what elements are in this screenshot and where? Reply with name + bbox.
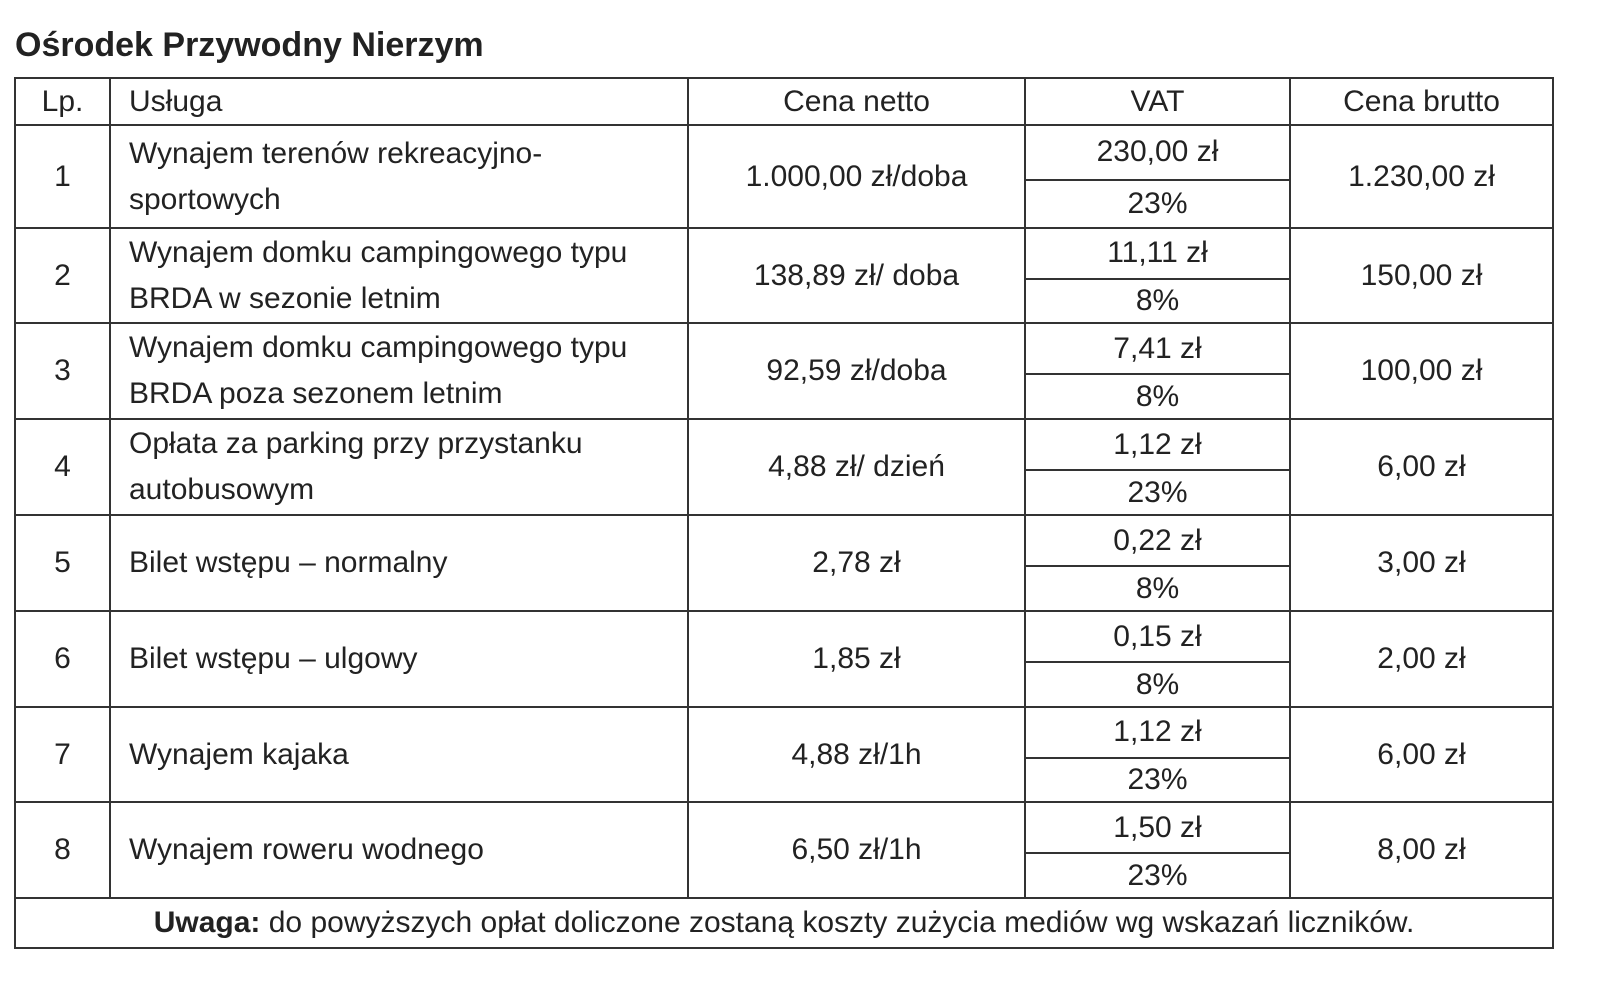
vat-amount-cell: 11,11 zł [1025, 228, 1290, 279]
net-cell: 92,59 zł/doba [688, 323, 1025, 419]
vat-rate-cell: 23% [1025, 853, 1290, 898]
gross-cell: 3,00 zł [1290, 515, 1553, 611]
net-cell: 4,88 zł/1h [688, 707, 1025, 802]
note-label: Uwaga: [153, 906, 261, 939]
header-cell: Cena netto [688, 78, 1025, 125]
vat-rate-cell: 8% [1025, 374, 1290, 419]
service-cell: Bilet wstępu – ulgowy [110, 611, 688, 707]
title: Ośrodek Przywodny Nierzym [15, 26, 484, 64]
vat-amount-cell: 0,15 zł [1025, 611, 1290, 662]
vat-amount-cell: 1,12 zł [1025, 419, 1290, 470]
vat-amount-cell: 7,41 zł [1025, 323, 1290, 374]
service-cell: Wynajem roweru wodnego [110, 802, 688, 898]
header-cell: Usługa [110, 78, 688, 125]
lp-cell: 1 [15, 125, 110, 228]
net-cell: 2,78 zł [688, 515, 1025, 611]
net-cell: 1.000,00 zł/doba [688, 125, 1025, 228]
service-cell: Wynajem domku campingowego typu BRDA poz… [110, 323, 688, 419]
vat-rate-cell: 8% [1025, 662, 1290, 707]
vat-amount-cell: 0,22 zł [1025, 515, 1290, 566]
vat-rate-cell: 8% [1025, 566, 1290, 611]
net-cell: 6,50 zł/1h [688, 802, 1025, 898]
note-text: do powyższych opłat doliczone zostaną ko… [268, 906, 1415, 939]
lp-cell: 7 [15, 707, 110, 802]
net-cell: 1,85 zł [688, 611, 1025, 707]
lp-cell: 2 [15, 228, 110, 323]
vat-amount-cell: 1,50 zł [1025, 802, 1290, 853]
service-cell: Wynajem kajaka [110, 707, 688, 802]
header-cell: VAT [1025, 78, 1290, 125]
gross-cell: 1.230,00 zł [1290, 125, 1553, 228]
gross-cell: 150,00 zł [1290, 228, 1553, 323]
gross-cell: 2,00 zł [1290, 611, 1553, 707]
gross-cell: 100,00 zł [1290, 323, 1553, 419]
net-cell: 138,89 zł/ doba [688, 228, 1025, 323]
gross-cell: 6,00 zł [1290, 707, 1553, 802]
net-cell: 4,88 zł/ dzień [688, 419, 1025, 515]
lp-cell: 4 [15, 419, 110, 515]
vat-rate-cell: 23% [1025, 470, 1290, 515]
lp-cell: 3 [15, 323, 110, 419]
vat-amount-cell: 1,12 zł [1025, 707, 1290, 758]
vat-rate-cell: 8% [1025, 278, 1290, 323]
lp-cell: 5 [15, 515, 110, 611]
header-cell: Cena brutto [1290, 78, 1553, 125]
lp-cell: 8 [15, 802, 110, 898]
service-cell: Wynajem domku campingowego typu BRDA w s… [110, 228, 688, 323]
vat-amount-cell: 230,00 zł [1025, 125, 1290, 180]
service-cell: Opłata za parking przy przystanku autobu… [110, 419, 688, 515]
note-cell: Uwaga: do powyższych opłat doliczone zos… [15, 898, 1553, 948]
service-cell: Wynajem terenów rekreacyjno-sportowych [110, 125, 688, 228]
gross-cell: 6,00 zł [1290, 419, 1553, 515]
gross-cell: 8,00 zł [1290, 802, 1553, 898]
header-cell: Lp. [15, 78, 110, 125]
service-cell: Bilet wstępu – normalny [110, 515, 688, 611]
lp-cell: 6 [15, 611, 110, 707]
vat-rate-cell: 23% [1025, 179, 1290, 228]
vat-rate-cell: 23% [1025, 757, 1290, 802]
